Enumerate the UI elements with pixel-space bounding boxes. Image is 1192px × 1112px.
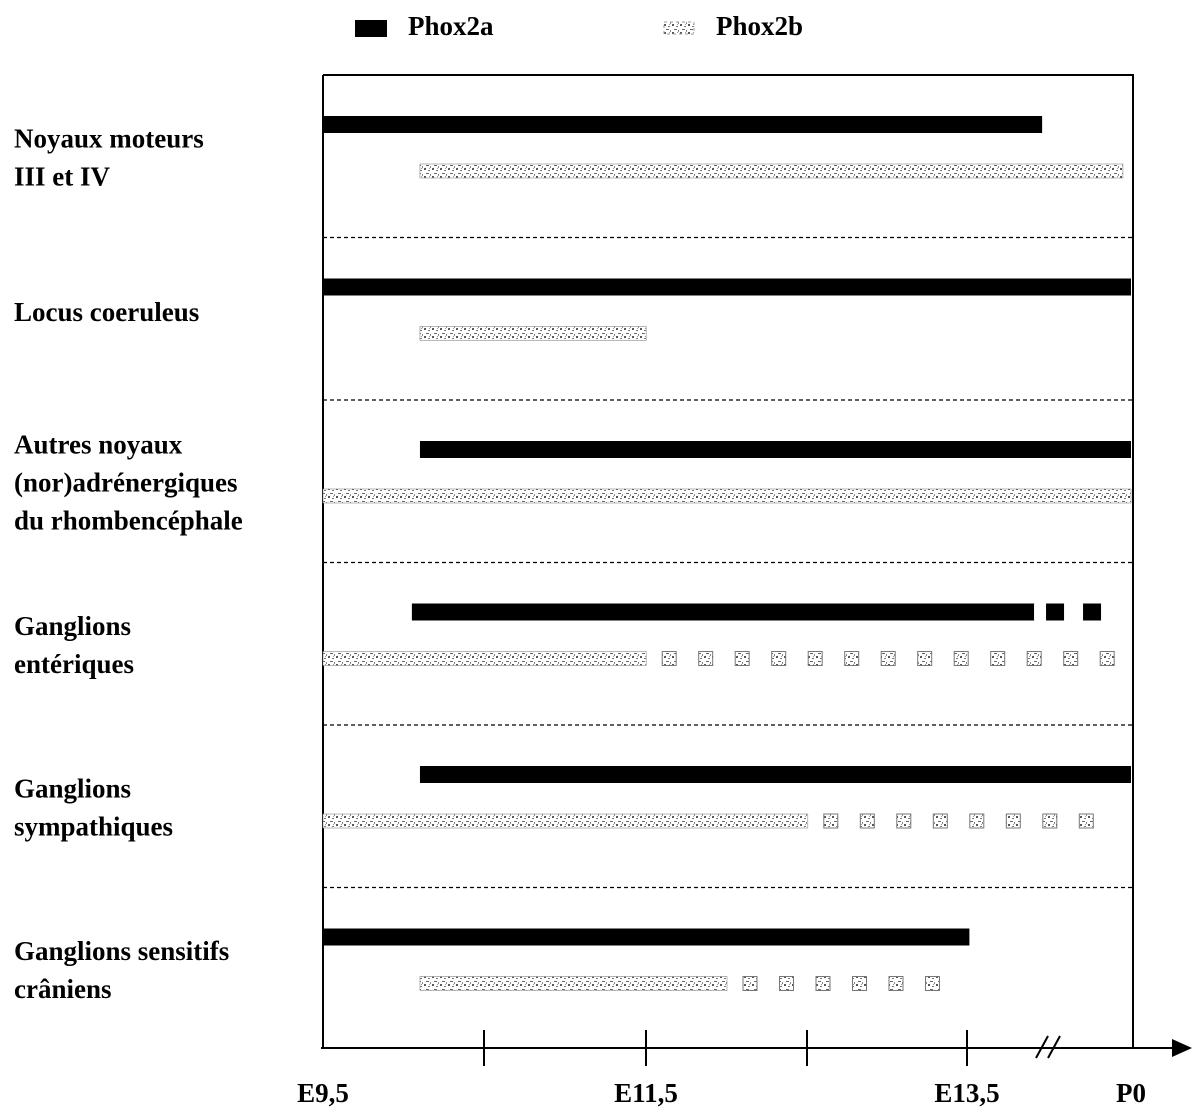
bar-phox2b-dash-row-3-5 [844,651,860,666]
legend: Phox2a Phox2b [355,11,803,41]
bar-phox2b-row-5 [419,976,728,991]
row-label-4-line-1: sympathiques [14,811,173,841]
bar-phox2b-dash-row-3-6 [880,651,896,666]
bar-phox2b-dash-row-5-1 [779,976,794,991]
bar-phox2a-dash-row-3-1 [1083,603,1102,621]
bar-phox2b-row-2 [322,488,1132,504]
row-label-5-line-1: crâniens [14,974,112,1004]
bar-phox2b-dash-row-4-7 [1078,813,1094,829]
legend-label-phox2a: Phox2a [408,11,494,41]
bar-phox2b-dash-row-4-6 [1042,813,1058,829]
bar-phox2a-row-3 [411,603,1035,621]
plot-frame [322,74,1134,1048]
bar-phox2b-row-3 [322,651,647,666]
bar-phox2a-row-1 [323,278,1131,296]
bar-phox2b-dash-row-3-12 [1099,651,1115,666]
x-tick-label-5: P0 [1116,1078,1146,1108]
bar-phox2b-row-1 [419,326,647,341]
row-label-1-line-0: Locus coeruleus [14,297,199,327]
legend-label-phox2b: Phox2b [716,11,803,41]
bar-phox2a-row-2 [419,441,1132,458]
bar-phox2b-dash-row-3-3 [771,651,787,666]
x-tick-label-2: E11,5 [614,1078,678,1108]
bar-phox2b-dash-row-3-10 [1026,651,1042,666]
bar-phox2b-dash-row-4-1 [859,813,875,829]
bar-phox2b-dash-row-5-0 [742,976,758,991]
bar-phox2b-dash-row-5-2 [815,976,831,991]
bar-phox2a-row-4 [419,766,1132,783]
bar-phox2b-dash-row-3-9 [990,651,1006,666]
bar-phox2b-dash-row-3-8 [953,651,969,666]
x-axis-arrow-icon [1172,1039,1192,1057]
row-label-0-line-1: III et IV [14,161,111,191]
bar-phox2a-row-0 [323,116,1043,133]
expression-bars [322,116,1132,991]
legend-swatch-phox2a [355,20,387,37]
row-label-3-line-1: entériques [14,649,134,679]
legend-swatch-phox2b [663,21,695,35]
row-label-2-line-2: du rhombencéphale [14,505,243,535]
bar-phox2b-dash-row-4-2 [896,813,912,829]
bar-phox2b-dash-row-4-0 [823,813,839,829]
row-label-4-line-0: Ganglions [14,773,131,803]
row-label-0-line-0: Noyaux moteurs [14,123,204,153]
x-axis: E9,5 E11,5 E13,5 P0 [297,1030,1192,1108]
bar-phox2b-dash-row-3-11 [1063,651,1079,666]
bar-phox2b-dash-row-4-3 [932,813,948,829]
bar-phox2b-dash-row-5-3 [852,976,867,991]
x-tick-label-4: E13,5 [934,1078,999,1108]
bar-phox2b-dash-row-4-4 [969,813,985,829]
bar-phox2b-dash-row-3-1 [698,651,714,666]
row-labels: Noyaux moteurs III et IV Locus coeruleus Au… [14,123,243,1004]
bar-phox2b-dash-row-3-0 [661,651,677,666]
bar-phox2b-dash-row-5-4 [888,976,904,991]
row-label-2-line-0: Autres noyaux [14,429,183,459]
row-label-5-line-0: Ganglions sensitifs [14,936,229,966]
bar-phox2a-dash-row-3-0 [1046,603,1065,621]
row-separators [323,236,1133,889]
bar-phox2a-row-5 [323,928,970,946]
bar-phox2b-dash-row-5-5 [925,976,940,991]
row-label-2-line-1: (nor)adrénergiques [14,467,237,497]
x-tick-label-0: E9,5 [297,1078,349,1108]
axis-break-icon [1035,1035,1061,1059]
bar-phox2b-row-4 [322,813,809,829]
bar-phox2b-dash-row-4-5 [1005,813,1021,829]
row-label-3-line-0: Ganglions [14,611,131,641]
bar-phox2b-dash-row-3-4 [807,651,823,666]
bar-phox2b-dash-row-3-2 [734,651,750,666]
bar-phox2b-dash-row-3-7 [917,651,933,666]
bar-phox2b-row-0 [419,163,1124,179]
